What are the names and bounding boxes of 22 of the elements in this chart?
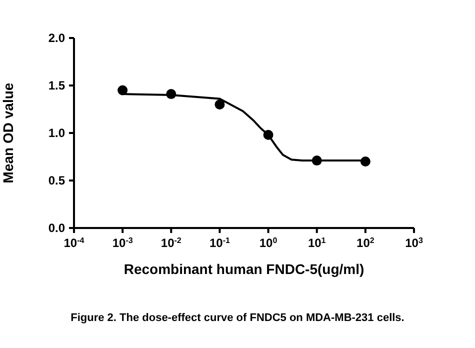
point [263, 130, 274, 140]
point [118, 85, 128, 96]
y-tick-label: 1.5 [48, 78, 66, 92]
x-tick-label: 10$^{-4}$ [64, 236, 85, 250]
x-tick-label: 10$^{0}$ [259, 236, 278, 250]
y-tick-label: 1.0 [48, 126, 66, 140]
point [312, 156, 322, 166]
y-axis-title: Mean OD value [0, 82, 16, 184]
point [360, 156, 370, 166]
x-tick-label: 10$^{2}$ [356, 236, 375, 250]
y-tick-label: 0.0 [48, 221, 66, 235]
y-tick-label: 0.5 [48, 174, 66, 188]
point [214, 100, 225, 110]
x-tick-label: 10$^{1}$ [308, 236, 326, 250]
x-tick-label: 10$^{3}$ [405, 236, 424, 250]
y-tick-label: 2.0 [48, 31, 66, 45]
point [166, 89, 176, 100]
x-tick-label: 10$^{-3}$ [112, 236, 134, 250]
x-tick-label: 10$^{-2}$ [160, 236, 182, 250]
caption: Figure 2. The dose-effect curve of FNDC5 on MDA-MB-231 cells. [70, 312, 406, 324]
x-axis-title: Recombinant human FNDC-5(ug/ml) [124, 261, 364, 277]
x-tick-label: 10$^{-1}$ [209, 236, 230, 250]
